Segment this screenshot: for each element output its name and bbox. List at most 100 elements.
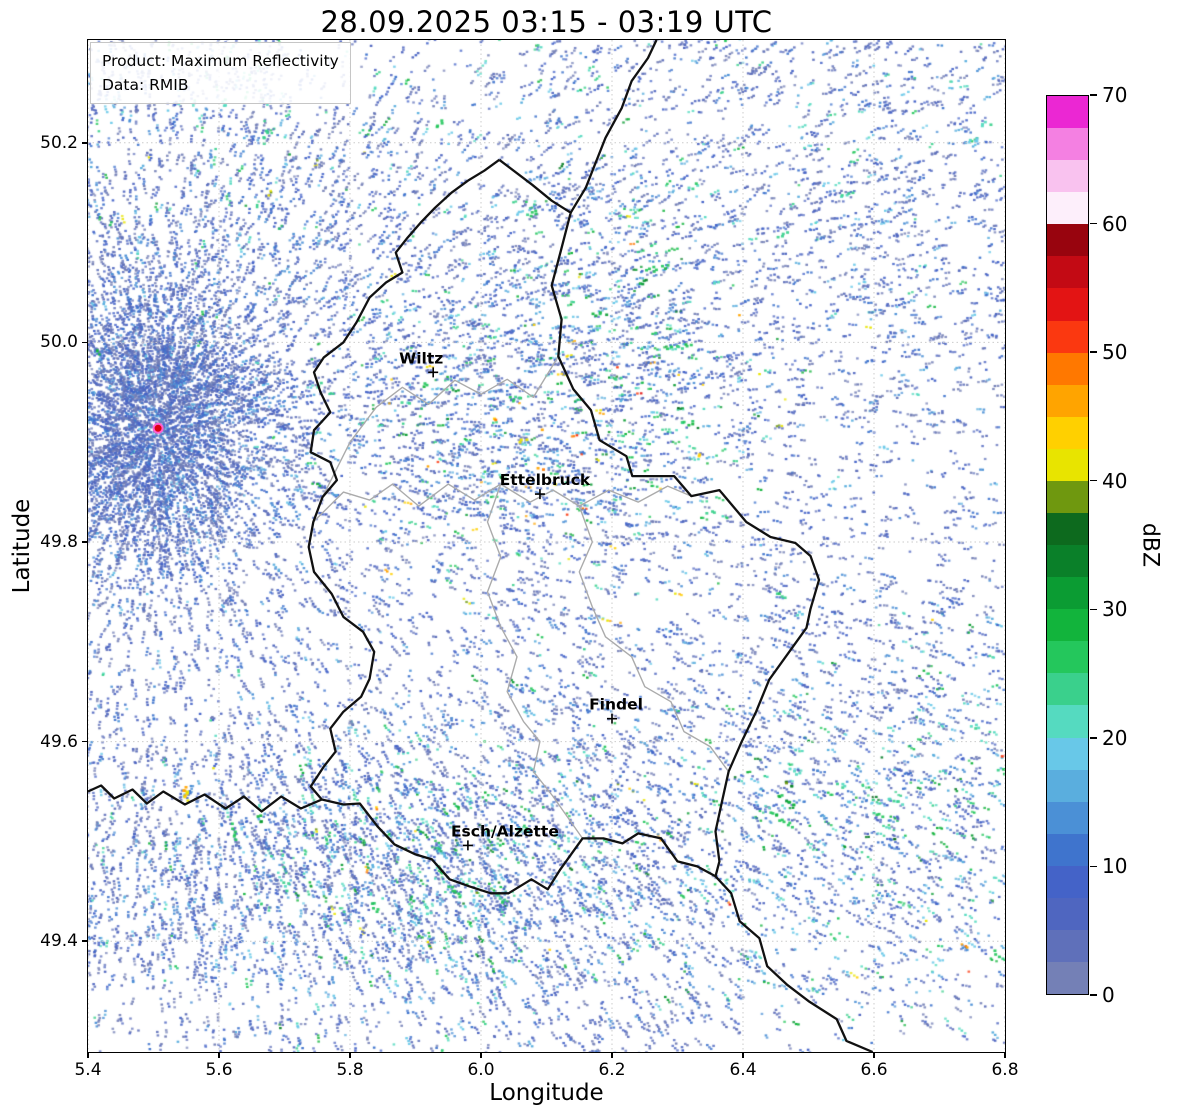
colorbar-swatch xyxy=(1047,545,1088,578)
x-tick-mark xyxy=(480,1052,482,1058)
figure-title: 28.09.2025 03:15 - 03:19 UTC xyxy=(320,5,773,39)
colorbar-swatch xyxy=(1047,480,1088,514)
colorbar-swatch xyxy=(1047,930,1088,963)
y-tick-mark xyxy=(82,940,88,942)
colorbar-swatch xyxy=(1047,320,1088,353)
colorbar-swatch xyxy=(1047,737,1088,770)
colorbar-tick-mark xyxy=(1090,94,1097,96)
x-tick-label: 5.8 xyxy=(336,1060,364,1080)
y-tick-label: 50.2 xyxy=(40,132,78,153)
colorbar-tick-mark xyxy=(1090,865,1097,868)
y-tick-label: 49.8 xyxy=(40,532,78,552)
colorbar-tick-label: 20 xyxy=(1102,725,1128,750)
map-plot-area: Wiltz Ettelbruck Findel Esch/Alzette Produc… xyxy=(88,40,1005,1052)
city-label: Wiltz xyxy=(399,349,443,367)
x-tick-label: 6.4 xyxy=(729,1060,757,1080)
colorbar-swatch xyxy=(1047,962,1088,995)
colorbar xyxy=(1046,95,1089,995)
city-label: Ettelbruck xyxy=(500,471,591,489)
x-tick-label: 6.8 xyxy=(991,1060,1019,1080)
y-tick-label: 49.4 xyxy=(40,931,78,952)
y-tick-mark xyxy=(82,740,88,743)
y-tick-mark xyxy=(82,341,88,344)
colorbar-label: dBZ xyxy=(1137,522,1163,568)
colorbar-swatch xyxy=(1047,513,1088,546)
x-tick-label: 5.6 xyxy=(205,1060,233,1080)
city-marker-cross-icon xyxy=(462,840,473,851)
colorbar-tick-mark xyxy=(1090,608,1097,611)
city-findel: Findel xyxy=(589,696,643,724)
colorbar-tick-mark xyxy=(1090,351,1097,353)
colorbar-swatch xyxy=(1047,416,1088,449)
colorbar-swatch xyxy=(1047,577,1088,610)
x-tick-mark xyxy=(218,1052,220,1058)
district-border xyxy=(578,505,730,773)
colorbar-swatch xyxy=(1047,641,1088,674)
radar-site-marker xyxy=(152,422,164,434)
colorbar-tick-label: 70 xyxy=(1102,83,1128,107)
colorbar-tick-label: 50 xyxy=(1102,340,1128,365)
colorbar-swatch xyxy=(1047,448,1088,481)
colorbar-swatch xyxy=(1047,288,1088,321)
colorbar-swatch xyxy=(1047,673,1088,706)
colorbar-swatch xyxy=(1047,96,1088,129)
district-border xyxy=(486,483,584,839)
x-tick-mark xyxy=(873,1052,875,1058)
colorbar-tick-label: 0 xyxy=(1102,983,1115,1007)
colorbar-tick-label: 60 xyxy=(1102,211,1128,236)
district-border xyxy=(321,356,559,498)
city-marker-cross-icon xyxy=(607,713,617,724)
data-source-line: Data: RMIB xyxy=(102,76,189,95)
colorbar-swatch xyxy=(1047,833,1088,866)
district-border xyxy=(312,483,692,523)
x-axis-label: Longitude xyxy=(489,1080,604,1106)
x-tick-mark xyxy=(742,1052,744,1058)
colorbar-swatch xyxy=(1047,609,1088,642)
colorbar-swatch xyxy=(1047,384,1088,417)
city-label: Esch/Alzette xyxy=(451,822,559,840)
city-esch-alzette: Esch/Alzette xyxy=(451,822,559,851)
x-tick-mark xyxy=(1004,1052,1006,1058)
x-tick-label: 5.4 xyxy=(74,1060,102,1080)
colorbar-tick-label: 10 xyxy=(1102,854,1128,879)
city-label: Findel xyxy=(589,696,643,714)
colorbar-tick-mark xyxy=(1090,994,1097,996)
colorbar-swatch xyxy=(1047,192,1088,225)
x-tick-label: 6.0 xyxy=(467,1060,495,1080)
y-tick-label: 50.0 xyxy=(40,332,78,353)
colorbar-swatch xyxy=(1047,224,1088,257)
x-tick-label: 6.2 xyxy=(598,1060,626,1080)
x-tick-mark xyxy=(349,1052,351,1058)
colorbar-swatch xyxy=(1047,705,1088,738)
colorbar-swatch xyxy=(1047,865,1088,898)
x-tick-label: 6.6 xyxy=(860,1060,888,1080)
country-border-external xyxy=(569,40,658,214)
x-tick-mark xyxy=(611,1052,613,1058)
colorbar-swatch xyxy=(1047,897,1088,931)
city-marker-cross-icon xyxy=(534,489,545,500)
y-tick-mark xyxy=(82,541,88,543)
colorbar-swatch xyxy=(1047,801,1088,834)
y-tick-label: 49.6 xyxy=(40,731,78,752)
colorbar-tick-mark xyxy=(1090,737,1097,739)
colorbar-swatch xyxy=(1047,128,1088,161)
country-border-luxembourg xyxy=(307,158,821,895)
radar-reflectivity-layer xyxy=(88,40,1005,1052)
map-overlay: Wiltz Ettelbruck Findel Esch/Alzette xyxy=(88,40,1005,1052)
city-ettelbruck: Ettelbruck xyxy=(500,471,591,500)
x-tick-mark xyxy=(87,1052,89,1058)
colorbar-tick-label: 30 xyxy=(1102,597,1128,622)
colorbar-swatch xyxy=(1047,256,1088,289)
colorbar-swatch xyxy=(1047,160,1088,193)
country-border-external xyxy=(714,875,874,1052)
city-marker-cross-icon xyxy=(428,367,439,378)
product-info-box: Product: Maximum Reflectivity Data: RMIB xyxy=(90,42,351,105)
colorbar-swatch xyxy=(1047,769,1088,802)
y-tick-mark xyxy=(82,142,88,144)
country-border-external xyxy=(88,784,323,813)
colorbar-tick-mark xyxy=(1090,222,1097,225)
colorbar-swatch xyxy=(1047,352,1088,385)
product-line: Product: Maximum Reflectivity xyxy=(102,52,339,70)
colorbar-tick-mark xyxy=(1090,479,1097,482)
